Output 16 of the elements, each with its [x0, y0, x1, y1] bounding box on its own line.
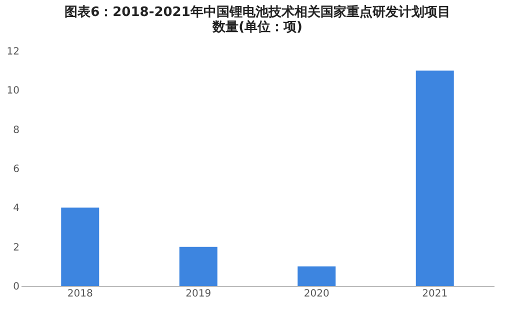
y-tick-label: 6 — [13, 164, 20, 175]
x-tick-label: 2020 — [304, 288, 330, 300]
chart-title: 图表6：2018-2021年中国锂电池技术相关国家重点研发计划项目数量(单位：项) — [64, 4, 450, 35]
x-tick-label: 2019 — [186, 288, 212, 300]
bar — [61, 208, 100, 286]
y-tick-label: 12 — [6, 46, 20, 58]
y-tick-label: 2 — [13, 242, 20, 254]
x-tick-label: 2018 — [67, 288, 93, 300]
x-tick-label: 2021 — [422, 288, 448, 300]
y-tick-label: 10 — [6, 86, 20, 97]
bar — [298, 266, 336, 286]
y-tick-label: 4 — [13, 203, 20, 214]
bar — [416, 70, 454, 286]
bar — [179, 246, 218, 286]
y-tick-label: 8 — [13, 124, 20, 136]
y-tick-label: 0 — [13, 282, 20, 292]
